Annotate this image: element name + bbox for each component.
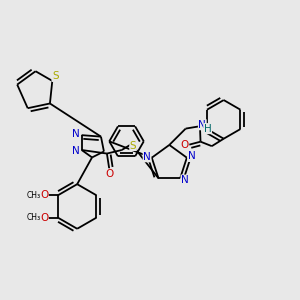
Text: O: O (105, 169, 113, 179)
Text: N: N (181, 175, 189, 185)
Text: S: S (52, 71, 59, 81)
Text: O: O (40, 213, 48, 223)
Text: N: N (72, 129, 80, 139)
Text: N: N (72, 146, 80, 156)
Text: CH₃: CH₃ (27, 191, 41, 200)
Text: N: N (188, 152, 196, 161)
Text: O: O (180, 140, 189, 150)
Text: N: N (143, 152, 151, 162)
Text: H: H (204, 124, 212, 134)
Text: O: O (40, 190, 48, 200)
Text: N: N (198, 120, 206, 130)
Text: S: S (130, 140, 136, 151)
Text: CH₃: CH₃ (27, 213, 41, 222)
